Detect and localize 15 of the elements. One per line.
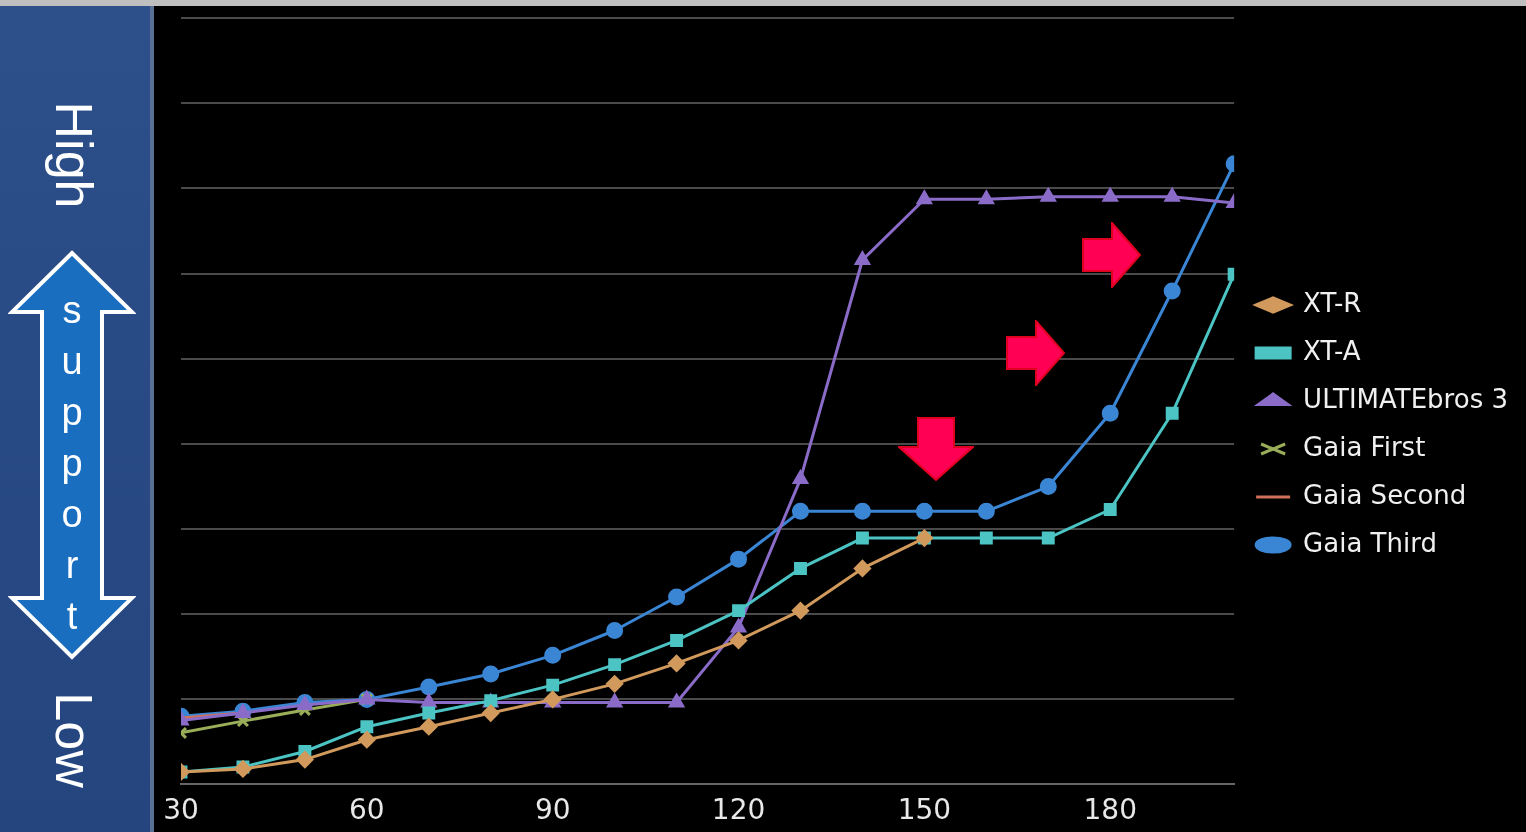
x-tick-label: 180 [1083, 793, 1137, 827]
x-tick-label: 90 [534, 793, 571, 827]
legend-label: XT-A [1303, 335, 1361, 366]
y-axis-title: support [61, 288, 83, 639]
legend-label: Gaia First [1303, 431, 1426, 462]
x-tick-label: 150 [897, 793, 952, 827]
x-tick-label: 60 [349, 793, 385, 827]
legend-label: Gaia Third [1303, 527, 1437, 558]
x-tick-label: 120 [711, 793, 766, 827]
text: High [44, 101, 104, 209]
x-tick-label: 30 [163, 793, 199, 827]
legend-label: XT-R [1303, 287, 1362, 318]
text: Low [44, 692, 104, 788]
legend-label: ULTIMATEbros 3 [1303, 383, 1509, 414]
legend-label: Gaia Second [1303, 479, 1467, 510]
